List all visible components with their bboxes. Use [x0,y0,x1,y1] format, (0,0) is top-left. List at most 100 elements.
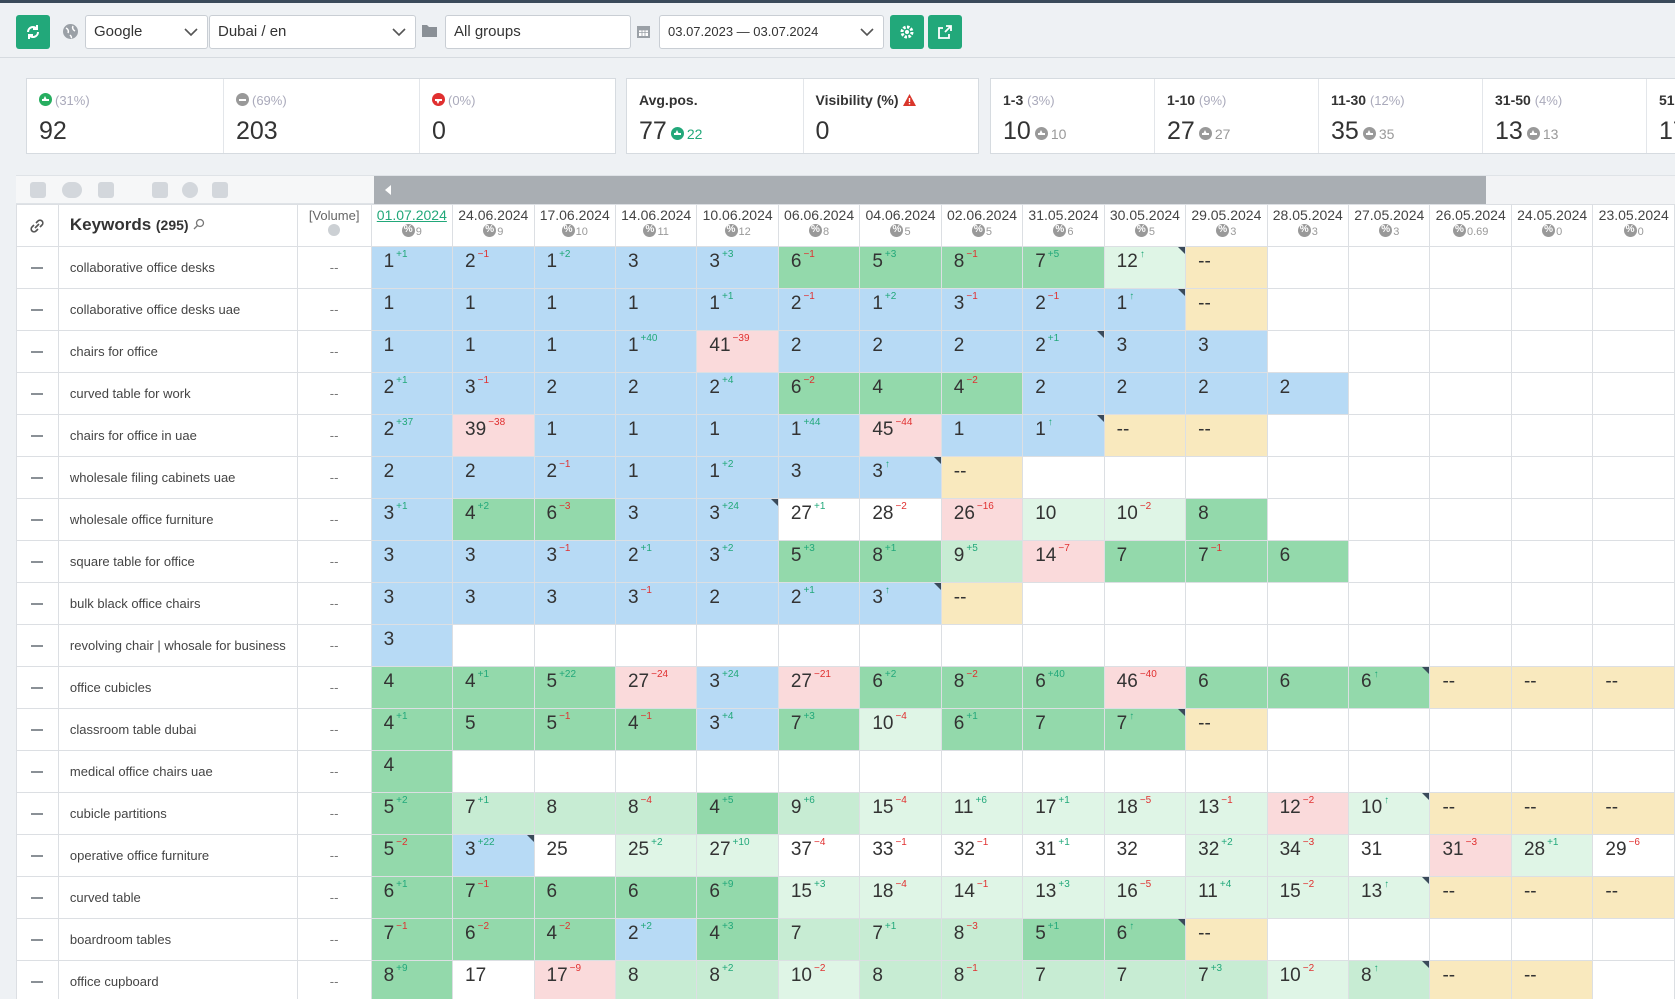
position-cell[interactable]: 4 [859,372,942,415]
position-cell[interactable]: 6 [1185,666,1268,709]
position-cell[interactable]: 4 +3 [696,918,779,961]
keyword-text[interactable]: revolving chair | whosale for business [69,638,286,653]
keyword-text[interactable]: wholesale office furniture [69,511,214,527]
position-cell[interactable]: -- [1185,246,1268,289]
position-cell[interactable]: 31 −3 [1429,834,1512,877]
position-cell[interactable]: 3 [533,582,616,625]
date-column-header[interactable]: 14.06.2024 11 [614,204,698,247]
position-cell[interactable]: -- [1185,708,1268,751]
position-cell[interactable]: 10 −2 [777,960,861,999]
position-cell[interactable]: 8 −4 [614,792,698,835]
volume-header[interactable]: [Volume] [296,204,372,247]
date-column-header[interactable]: 31.05.2024 6 [1022,204,1105,247]
position-cell[interactable]: 3 +4 [696,708,779,751]
position-cell[interactable] [859,750,942,793]
position-cell[interactable]: 2 [1022,372,1105,415]
position-cell[interactable]: 8 [533,792,616,835]
position-cell[interactable]: 2 −1 [1022,288,1105,331]
position-cell[interactable] [1429,414,1512,457]
keyword-text[interactable]: curved table for work [69,385,191,401]
position-cell[interactable]: 8 +2 [696,960,779,999]
position-cell[interactable]: 31 +1 [1022,834,1105,877]
position-cell[interactable] [1592,288,1675,331]
position-cell[interactable]: -- [1429,960,1512,999]
position-cell[interactable] [1429,708,1512,751]
position-cell[interactable]: 4 +1 [370,708,454,751]
stat-down[interactable]: (0%) 0 [420,79,615,153]
position-cell[interactable]: 27 +1 [777,498,861,541]
position-cell[interactable]: 7 [1103,960,1187,999]
position-cell[interactable]: 4 [370,750,454,793]
position-cell[interactable] [1429,582,1512,625]
row-toggle[interactable] [16,540,59,583]
position-cell[interactable]: 2 [1185,372,1268,415]
position-cell[interactable]: 3 −1 [533,540,616,583]
position-cell[interactable]: 11 +4 [1185,876,1268,919]
keyword-text[interactable]: bulk black office chairs [69,595,201,611]
position-cell[interactable]: -- [940,456,1024,499]
position-cell[interactable]: 2 [859,330,942,373]
position-cell[interactable]: 18 −4 [859,876,942,919]
position-cell[interactable] [1592,582,1675,625]
position-cell[interactable] [1510,246,1594,289]
position-cell[interactable]: 15 −2 [1266,876,1350,919]
position-cell[interactable]: -- [1429,792,1512,835]
position-cell[interactable] [1022,750,1105,793]
position-cell[interactable] [1348,330,1431,373]
position-cell[interactable]: 13 −1 [1185,792,1268,835]
position-cell[interactable]: 3 +24 [696,498,779,541]
position-cell[interactable]: 12 −2 [1266,792,1350,835]
position-cell[interactable]: -- [1185,918,1268,961]
position-cell[interactable]: 3 [370,624,454,667]
position-cell[interactable]: -- [1510,876,1594,919]
stat-same[interactable]: (69%) 203 [224,79,420,153]
position-cell[interactable]: 3 +24 [696,666,779,709]
position-cell[interactable] [1185,456,1268,499]
position-cell[interactable]: 5 −2 [370,834,454,877]
position-cell[interactable]: 2 +1 [1022,330,1105,373]
position-cell[interactable] [1348,414,1431,457]
sort-icon[interactable] [30,182,46,198]
position-cell[interactable]: 2 +4 [696,372,779,415]
position-cell[interactable] [777,624,861,667]
position-cell[interactable] [1510,456,1594,499]
position-cell[interactable]: 29 −6 [1592,834,1675,877]
position-cell[interactable]: -- [1592,876,1675,919]
position-cell[interactable]: 14 −7 [1022,540,1105,583]
row-toggle[interactable] [16,624,59,667]
position-cell[interactable]: 2 +1 [370,372,454,415]
image-icon[interactable] [212,182,228,198]
position-cell[interactable] [1510,582,1594,625]
position-cell[interactable]: 1 +2 [533,246,616,289]
position-cell[interactable] [1266,582,1350,625]
position-cell[interactable]: 3 [614,246,698,289]
position-cell[interactable] [1510,498,1594,541]
date-column-header[interactable]: 29.05.2024 3 [1185,204,1268,247]
refresh-button[interactable] [16,15,50,49]
keyword-text[interactable]: chairs for office [69,343,158,359]
position-cell[interactable]: 9 +5 [940,540,1024,583]
date-column-header[interactable]: 24.05.2024 0 [1510,204,1594,247]
position-cell[interactable]: 6 +9 [696,876,779,919]
keyword-text[interactable]: square table for office [69,553,195,569]
position-cell[interactable]: 7 +3 [1185,960,1268,999]
row-toggle[interactable] [16,330,59,373]
row-toggle[interactable] [16,582,59,625]
position-cell[interactable]: 3 −1 [452,372,535,415]
position-cell[interactable]: 4 −2 [533,918,616,961]
position-cell[interactable]: 5 +1 [1022,918,1105,961]
position-cell[interactable] [1510,288,1594,331]
stat-range-31-50[interactable]: 31-50 (4%) 13 13 [1483,79,1647,153]
position-cell[interactable]: 6 ↑ [1348,666,1431,709]
position-cell[interactable]: 3 [614,498,698,541]
keyword-text[interactable]: boardroom tables [69,931,172,947]
date-column-header[interactable]: 02.06.2024 5 [940,204,1024,247]
position-cell[interactable]: 1 [533,330,616,373]
position-cell[interactable] [1592,372,1675,415]
position-cell[interactable]: 2 +1 [614,540,698,583]
position-cell[interactable]: 5 [452,708,535,751]
date-column-header[interactable]: 30.05.2024 5 [1103,204,1187,247]
position-cell[interactable]: 1 +44 [777,414,861,457]
position-cell[interactable]: 3 [777,456,861,499]
position-cell[interactable]: 25 [533,834,616,877]
